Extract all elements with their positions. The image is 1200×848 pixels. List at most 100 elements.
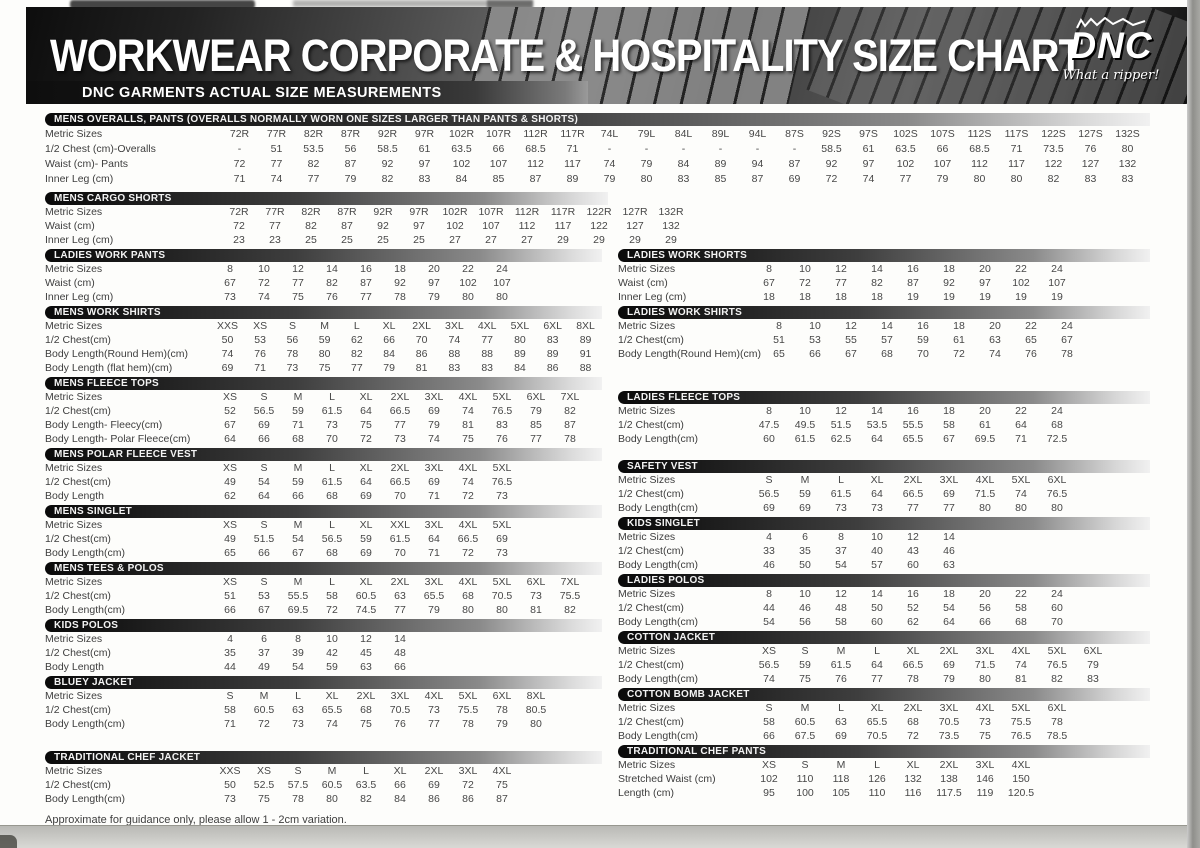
size-value: 71.5 bbox=[974, 659, 996, 671]
size-value: S bbox=[801, 645, 809, 657]
size-value: 68 bbox=[907, 716, 919, 728]
row-label: 1/2 Chest(cm) bbox=[45, 533, 111, 545]
size-value: 70 bbox=[394, 490, 406, 502]
size-value: 66 bbox=[763, 730, 775, 742]
right-column: LADIES WORK SHORTS Metric Sizes 8 10 12 14 16 1… bbox=[618, 249, 1150, 802]
size-value: 102R bbox=[448, 127, 475, 140]
size-value: 14 bbox=[871, 263, 883, 275]
size-value: 117R bbox=[560, 127, 585, 140]
size-value: L bbox=[838, 702, 844, 714]
size-value: 12 bbox=[835, 263, 847, 275]
row-label: Waist (cm) bbox=[45, 277, 95, 289]
size-value: XS bbox=[222, 462, 237, 474]
size-value: 83 bbox=[448, 362, 461, 374]
size-value: 4XL bbox=[458, 462, 478, 474]
size-value: 40 bbox=[871, 545, 883, 557]
size-value: 69 bbox=[943, 488, 955, 500]
size-value: 20 bbox=[979, 263, 991, 275]
size-value: 66.5 bbox=[389, 405, 411, 417]
size-value: 5XL bbox=[492, 462, 512, 474]
section-kids-singlet: KIDS SINGLET Metric Sizes 4 6 8 10 12 14 1/2 Che… bbox=[618, 517, 1150, 572]
row-label: Body Length(cm) bbox=[45, 604, 125, 616]
section-bluey-jacket: BLUEY JACKET Metric Sizes S M L XL 2XL 3XL 4XL 5X… bbox=[45, 676, 602, 731]
size-value: 84 bbox=[677, 157, 690, 170]
size-value: 100 bbox=[796, 787, 814, 799]
size-value: 76.5 bbox=[1046, 488, 1068, 500]
size-value: 78 bbox=[907, 673, 919, 685]
size-value: 83 bbox=[1121, 172, 1134, 185]
size-value: 76 bbox=[254, 348, 266, 360]
section-title-ladies-work-pants: LADIES WORK PANTS bbox=[45, 249, 602, 262]
row-label: Metric Sizes bbox=[45, 690, 103, 702]
scanner-edge-right bbox=[1187, 0, 1200, 848]
size-value: XXS bbox=[219, 765, 241, 777]
size-value: 48 bbox=[835, 602, 847, 614]
size-value: 7XL bbox=[560, 576, 580, 588]
size-value: 56 bbox=[799, 616, 811, 628]
row-label: Waist (cm)- Pants bbox=[45, 157, 129, 170]
size-value: 3XL bbox=[939, 702, 959, 714]
size-table-mens-cargo-shorts: Metric Sizes 72R 77R 82R 87R 92R 97R 102R 107R 11… bbox=[45, 205, 689, 247]
row-label: Waist (cm) bbox=[45, 220, 95, 232]
size-value: S bbox=[801, 759, 809, 771]
table-row: 1/2 Chest(cm) 52 56.5 59 61.5 64 66.5 69 74 76.5 7… bbox=[45, 404, 587, 418]
size-value: 68 bbox=[462, 590, 474, 602]
size-value: 72R bbox=[229, 206, 249, 218]
size-value: 59 bbox=[292, 476, 304, 488]
size-value: 69 bbox=[360, 547, 372, 559]
size-value: 14 bbox=[943, 531, 955, 543]
size-value: 150 bbox=[1012, 773, 1030, 785]
row-label: Metric Sizes bbox=[618, 645, 676, 657]
size-value: 55 bbox=[845, 334, 857, 346]
table-row: Metric Sizes XS S M L XL 2XL 3XL 4XL 5XL 6XL 7XL bbox=[45, 390, 587, 404]
size-value: 73 bbox=[530, 590, 542, 602]
row-label: Metric Sizes bbox=[618, 474, 676, 486]
size-value: 94L bbox=[748, 127, 767, 140]
size-value: 60.5 bbox=[321, 779, 343, 791]
size-value: 16 bbox=[907, 263, 919, 275]
size-value: 76.5 bbox=[1010, 730, 1032, 742]
section-title-mens-singlet: MENS SINGLET bbox=[45, 505, 602, 518]
size-value: L bbox=[363, 765, 369, 777]
size-value: L bbox=[874, 645, 880, 657]
size-value: 61.5 bbox=[389, 533, 411, 545]
size-value: 72.5 bbox=[1046, 433, 1068, 445]
size-value: 88 bbox=[481, 348, 493, 360]
size-value: 18 bbox=[763, 291, 775, 303]
size-value: 45 bbox=[360, 647, 372, 659]
size-value: 18 bbox=[953, 320, 965, 332]
size-value: 65.5 bbox=[321, 704, 343, 716]
size-value: 79 bbox=[428, 419, 440, 431]
size-value: 69.5 bbox=[974, 433, 996, 445]
size-value: 110 bbox=[868, 787, 886, 799]
size-value: 61.5 bbox=[321, 476, 343, 488]
size-value: 8 bbox=[295, 633, 301, 645]
size-value: 70 bbox=[394, 547, 406, 559]
size-value: 102 bbox=[452, 157, 471, 170]
size-value: 49 bbox=[224, 533, 236, 545]
size-value: 86 bbox=[546, 362, 559, 374]
size-value: 74 bbox=[326, 718, 338, 730]
size-value: 86 bbox=[428, 793, 440, 805]
size-value: 56 bbox=[344, 142, 357, 155]
size-value: 107R bbox=[485, 127, 512, 140]
size-value: XL bbox=[359, 462, 373, 474]
size-value: L bbox=[295, 690, 301, 702]
size-value: 25 bbox=[341, 234, 353, 246]
size-value: 63 bbox=[943, 559, 955, 571]
size-value: 73 bbox=[292, 718, 304, 730]
size-value: 86 bbox=[415, 348, 428, 360]
size-value: 61.5 bbox=[794, 433, 816, 445]
table-row: Waist (cm) 67 72 77 82 87 92 97 102 107 bbox=[618, 276, 1075, 290]
section-title-mens-polar-fleece-vest: MENS POLAR FLEECE VEST bbox=[45, 448, 602, 461]
size-value: 66 bbox=[394, 661, 406, 673]
size-table-bluey-jacket: Metric Sizes S M L XL 2XL 3XL 4XL 5XL 6XL 8XL 1/2 C… bbox=[45, 689, 553, 731]
table-row: Body Length(Round Hem)(cm) 65 66 67 68 70 72 74… bbox=[618, 347, 1085, 361]
size-value: 75 bbox=[799, 673, 811, 685]
size-value: 63 bbox=[394, 590, 406, 602]
size-value: 77 bbox=[307, 172, 320, 185]
size-value: - bbox=[237, 142, 242, 155]
size-value: 73 bbox=[835, 502, 847, 514]
size-value: 69 bbox=[496, 533, 508, 545]
section-title-cotton-bomb-jacket: COTTON BOMB JACKET bbox=[618, 688, 1150, 701]
